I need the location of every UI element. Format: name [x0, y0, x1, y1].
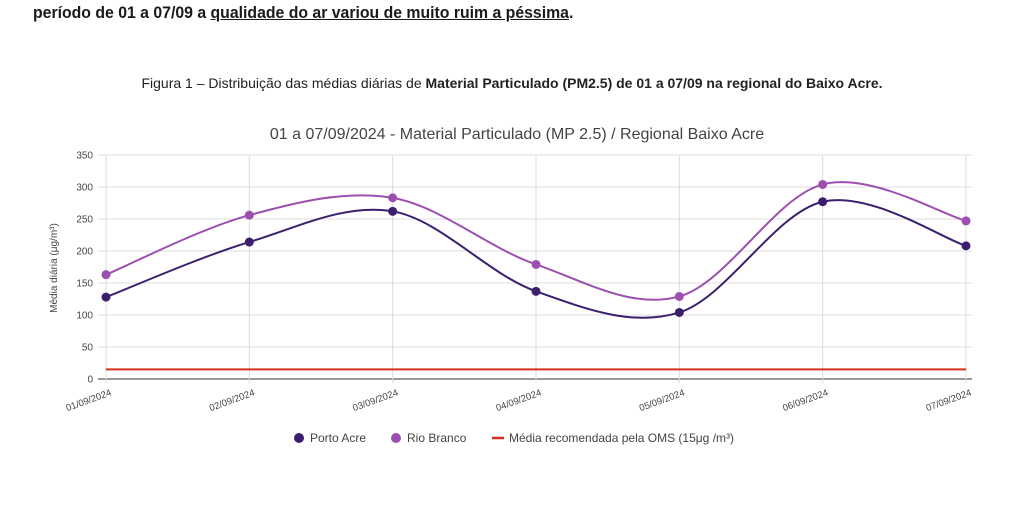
intro-prefix: período de 01 a 07/09 a [33, 3, 211, 22]
legend-label: Média recomendada pela OMS (15μg /m³) [509, 431, 734, 445]
y-tick-label: 150 [76, 279, 93, 290]
intro-text: período de 01 a 07/09 a qualidade do ar … [33, 3, 573, 23]
caption-middle: de 01 a 07/09 [612, 75, 707, 91]
x-tick-label: 06/09/2024 [781, 387, 829, 414]
data-point-porto-acre [101, 292, 111, 302]
x-tick-label: 02/09/2024 [208, 387, 256, 414]
figure-caption: Figura 1 – Distribuição das médias diári… [0, 75, 1024, 91]
y-tick-label: 50 [82, 343, 94, 354]
data-point-porto-acre [961, 241, 971, 251]
x-tick-label: 03/09/2024 [351, 387, 399, 414]
data-point-porto-acre [818, 197, 828, 207]
y-tick-label: 0 [87, 375, 93, 386]
legend-swatch [391, 433, 401, 443]
caption-bold-region: na regional do Baixo Acre. [706, 75, 883, 91]
caption-prefix: Figura 1 – Distribuição das médias diári… [141, 75, 426, 91]
chart-title: 01 a 07/09/2024 - Material Particulado (… [270, 126, 764, 143]
intro-suffix: . [568, 3, 574, 22]
legend-label: Porto Acre [310, 431, 366, 445]
data-point-rio-branco [101, 270, 111, 280]
data-point-rio-branco [961, 216, 971, 226]
legend: Porto Acre Rio Branco Média recomendada pe… [294, 431, 734, 445]
intro-underlined: qualidade do ar variou de muito ruim a p… [210, 3, 569, 22]
x-tick-label: 07/09/2024 [925, 387, 973, 414]
data-point-rio-branco [531, 259, 541, 269]
data-point-rio-branco [674, 291, 684, 301]
y-tick-label: 350 [76, 151, 93, 162]
data-point-rio-branco [244, 210, 254, 220]
legend-label: Rio Branco [407, 431, 467, 445]
x-tick-label: 01/09/2024 [65, 387, 113, 414]
x-tick-label: 04/09/2024 [495, 387, 543, 414]
data-point-porto-acre [531, 286, 541, 296]
data-point-rio-branco [388, 193, 398, 203]
legend-swatch [294, 433, 304, 443]
y-tick-label: 100 [76, 311, 93, 322]
data-point-porto-acre [674, 307, 684, 317]
y-axis-label: Média diária (μg/m³) [49, 223, 60, 313]
data-point-porto-acre [244, 237, 254, 247]
caption-bold-pm: Material Particulado (PM2.5) [425, 75, 613, 91]
data-point-porto-acre [388, 206, 398, 216]
y-tick-label: 200 [76, 247, 93, 258]
data-point-rio-branco [818, 179, 828, 189]
y-tick-label: 250 [76, 215, 93, 226]
y-tick-label: 300 [76, 183, 93, 194]
x-tick-label: 05/09/2024 [638, 387, 686, 414]
